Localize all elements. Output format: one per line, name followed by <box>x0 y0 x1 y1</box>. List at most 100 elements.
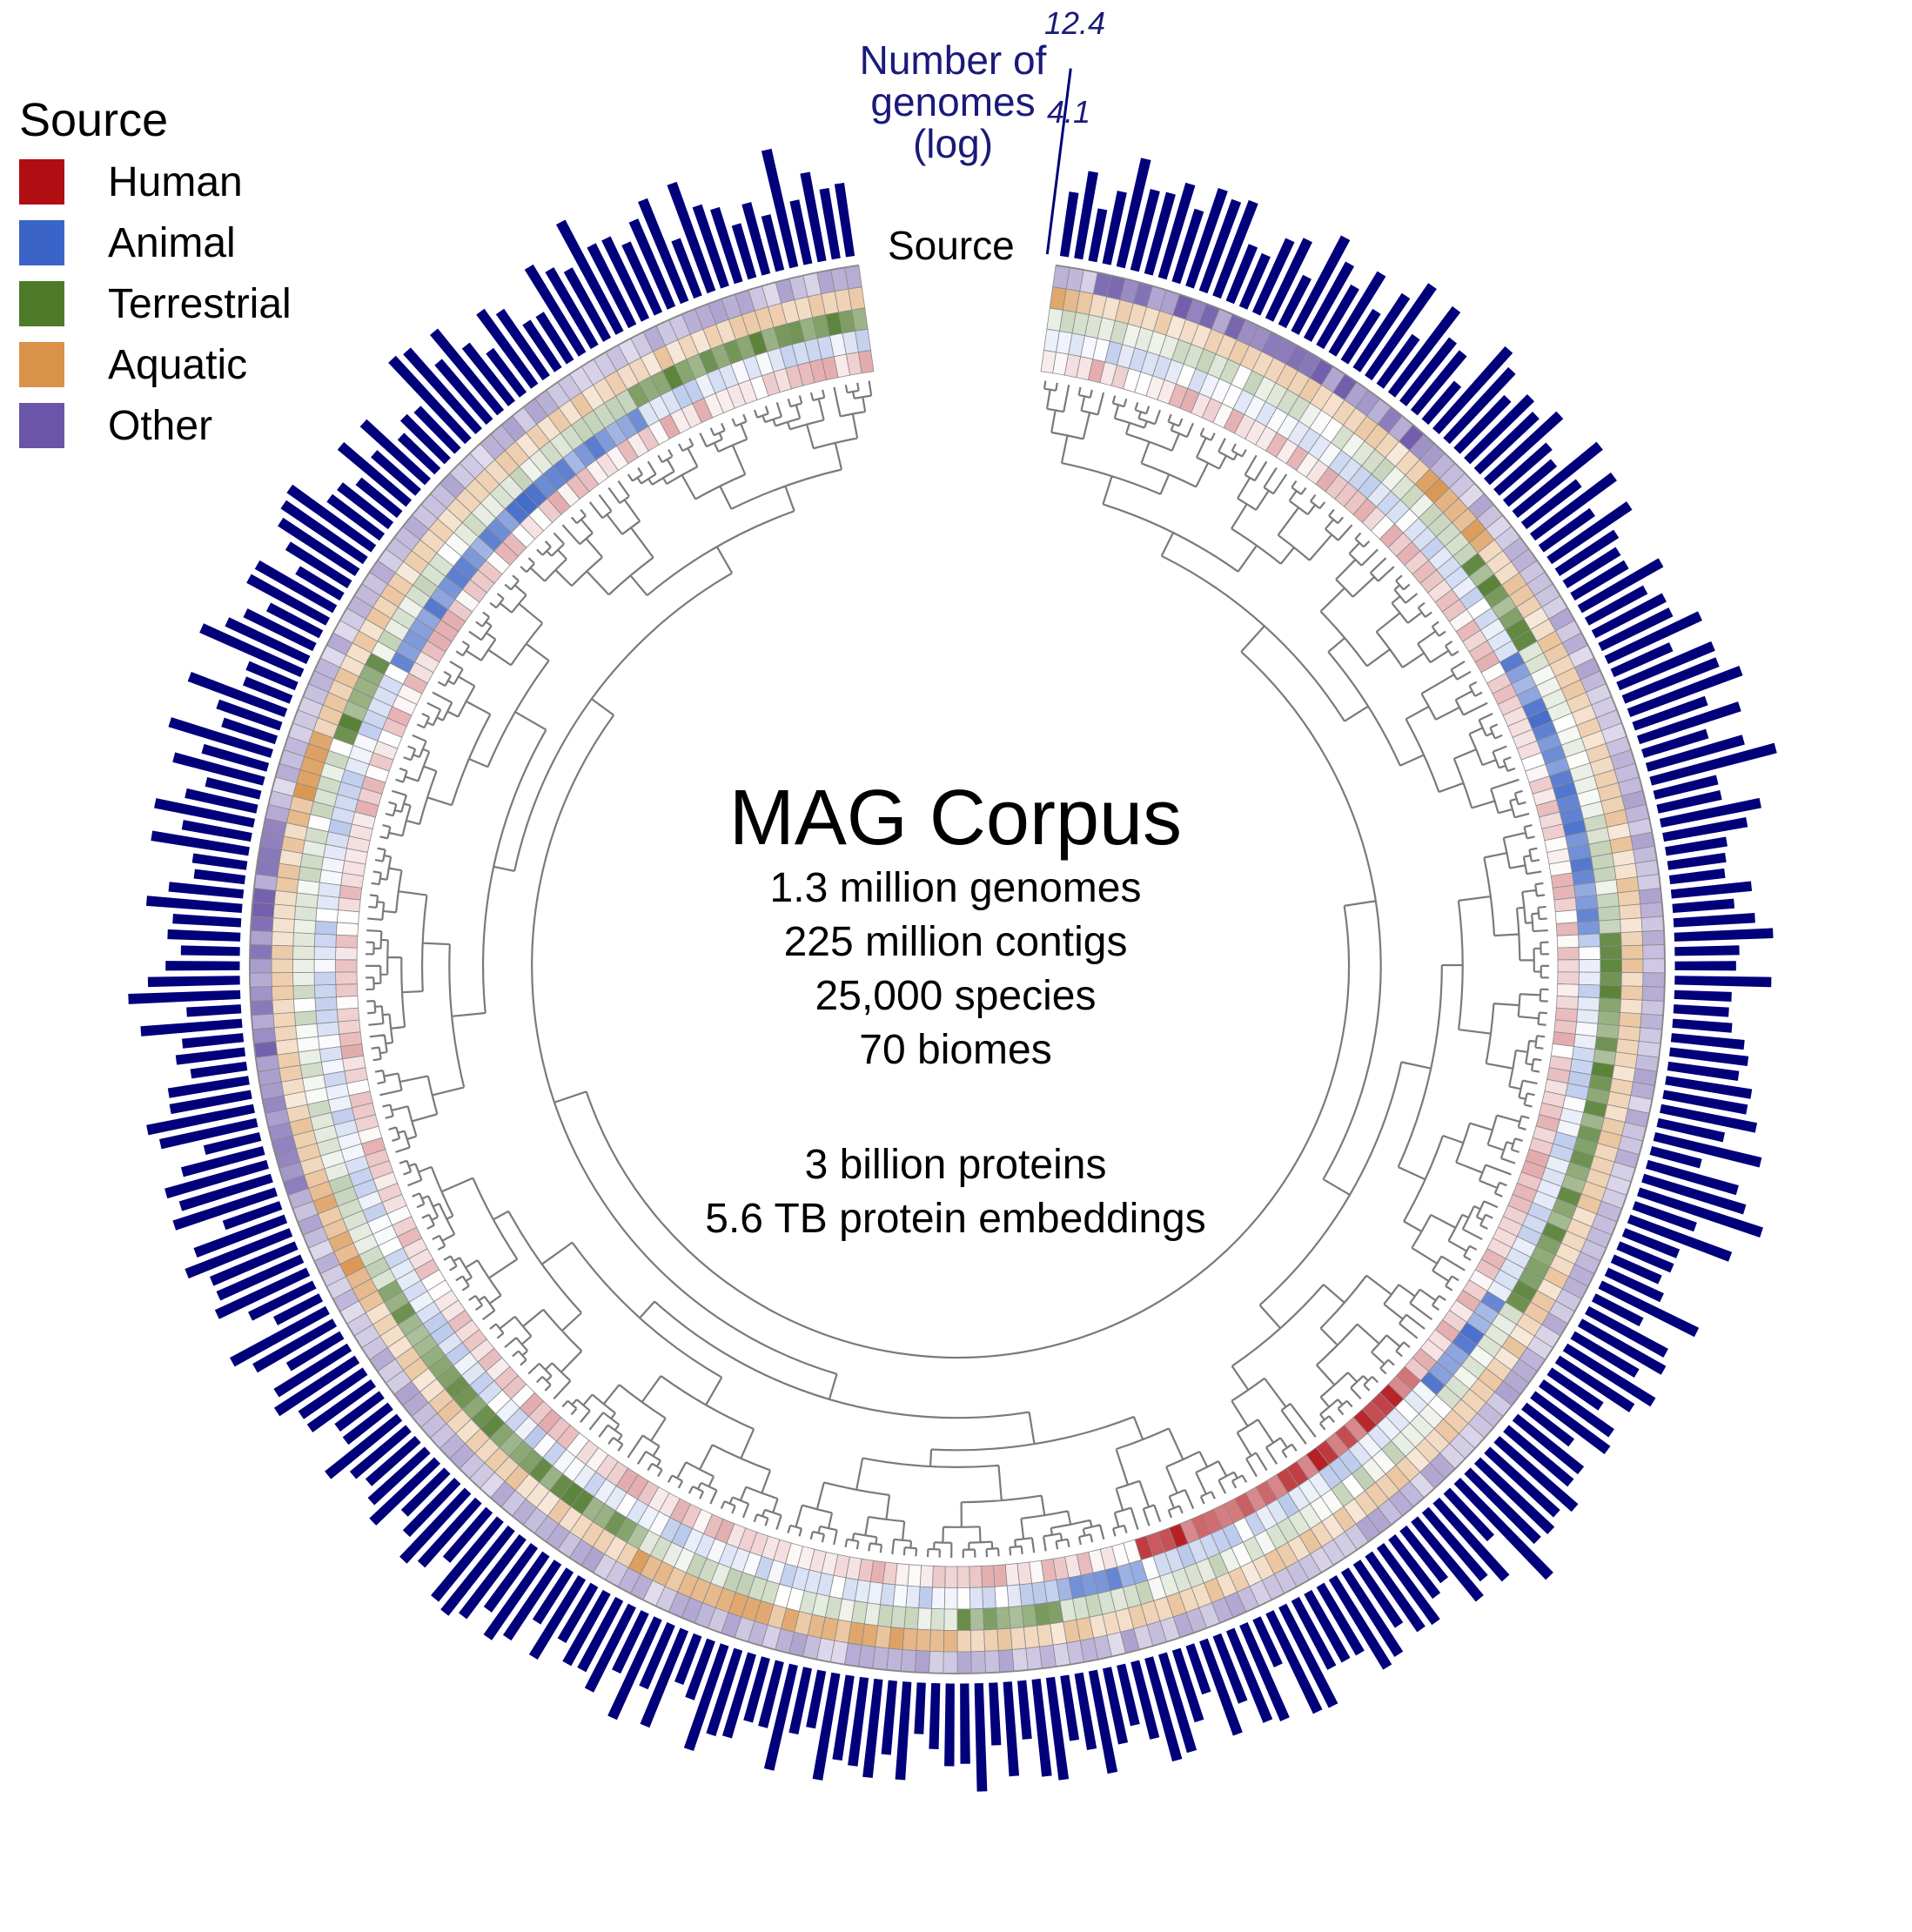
heat-cell-aquatic <box>272 903 297 920</box>
genome-bar <box>140 1018 243 1036</box>
heat-cell-animal <box>314 996 338 1011</box>
genome-bar <box>286 484 377 553</box>
genome-bar <box>800 171 827 263</box>
heat-cell-human <box>1554 1007 1579 1023</box>
stat-genomes: 1.3 million genomes <box>769 865 1142 911</box>
heat-cell-human <box>335 983 359 997</box>
genome-bar <box>285 541 352 588</box>
heat-cell-human <box>919 1565 934 1588</box>
legend-swatch-other <box>19 403 64 448</box>
genome-bar <box>1604 1267 1664 1303</box>
genome-bar <box>359 419 431 486</box>
genome-bar <box>1641 1173 1747 1215</box>
genome-bar <box>349 1425 412 1479</box>
genome-bar <box>706 1647 743 1737</box>
genome-bar <box>1399 337 1458 406</box>
genome-bar <box>929 1682 941 1749</box>
heat-cell-terrestrial <box>292 984 316 1000</box>
genome-bar <box>397 433 441 475</box>
genome-bar <box>674 1633 702 1686</box>
heat-cell-aquatic <box>956 1629 972 1653</box>
genome-bar <box>1432 345 1513 435</box>
heat-cell-human <box>1556 983 1580 997</box>
genome-bar <box>1239 1622 1290 1721</box>
genome-bar <box>788 1667 813 1735</box>
genome-bar <box>225 617 311 665</box>
genome-bar <box>1130 189 1160 272</box>
heat-cell-animal <box>969 1587 983 1610</box>
genome-bar <box>1291 235 1351 335</box>
genome-bar <box>1546 501 1633 565</box>
legend-label-terrestrial: Terrestrial <box>108 280 292 327</box>
genome-bar <box>562 1589 611 1667</box>
genome-bar <box>216 699 283 731</box>
genome-bar <box>1464 394 1535 465</box>
genome-bar <box>1512 1413 1585 1475</box>
genome-bar <box>388 355 472 445</box>
genome-bar <box>1421 1506 1488 1582</box>
genome-bar <box>1670 881 1753 899</box>
legend-label-other: Other <box>108 402 213 449</box>
heat-cell-aquatic <box>1618 903 1642 920</box>
heat-cell-aquatic <box>1620 944 1644 960</box>
genome-bar <box>1340 308 1381 365</box>
genome-bar <box>1667 852 1727 870</box>
genome-bar <box>1316 284 1359 350</box>
genome-bar <box>243 608 317 652</box>
genome-bar <box>1662 1090 1748 1115</box>
heat-cell-other <box>252 1027 277 1044</box>
genome-bar <box>1102 191 1127 265</box>
genome-bar <box>741 202 771 276</box>
genome-bar <box>812 1672 841 1781</box>
heat-cell-human <box>335 946 358 961</box>
heat-cell-other <box>900 1649 917 1673</box>
genome-bar <box>1303 261 1355 342</box>
genome-bar <box>763 1663 798 1771</box>
heat-cell-animal <box>1576 907 1600 923</box>
genome-bar <box>365 1435 421 1486</box>
genome-bar <box>1225 1627 1273 1723</box>
source-heatmap-rings <box>248 264 1666 1674</box>
heat-cell-aquatic <box>996 1627 1013 1652</box>
heat-cell-animal <box>1578 971 1601 986</box>
genome-bar <box>431 1516 504 1602</box>
genome-bar <box>1116 158 1151 269</box>
heat-cell-human <box>907 1564 922 1587</box>
genome-bar <box>1584 585 1648 626</box>
genome-bar <box>298 1367 368 1419</box>
genome-bar <box>1484 411 1564 486</box>
heat-cell-aquatic <box>943 1629 958 1653</box>
heat-cell-animal <box>1578 983 1601 999</box>
genome-bar <box>1598 1280 1700 1338</box>
genome-bar <box>1512 441 1603 519</box>
genome-bar <box>168 882 245 899</box>
genome-bar <box>881 1680 897 1755</box>
heat-cell-aquatic <box>1620 972 1644 987</box>
heat-cell-other <box>984 1650 1001 1674</box>
heat-cell-aquatic <box>271 930 294 947</box>
bar-scale-axis <box>1045 68 1072 255</box>
genome-bar <box>587 243 637 329</box>
genome-bar <box>1365 283 1437 381</box>
heat-cell-aquatic <box>275 1038 299 1056</box>
genome-bar <box>167 1076 250 1098</box>
genome-bar <box>1171 208 1204 285</box>
heat-cell-human <box>1555 922 1580 936</box>
genome-bar <box>430 328 505 416</box>
genome-bar <box>577 1596 624 1673</box>
heat-cell-human <box>335 934 359 949</box>
legend-swatch-aquatic <box>19 342 64 387</box>
heat-cell-aquatic <box>272 917 295 934</box>
genome-bar <box>1473 411 1540 475</box>
genome-bar <box>1616 641 1715 691</box>
genome-bar <box>205 777 262 800</box>
heat-cell-human <box>1556 934 1580 949</box>
genome-bar <box>1493 442 1553 496</box>
genome-bar <box>721 1652 756 1739</box>
genome-bar <box>1388 1534 1441 1600</box>
heat-cell-aquatic <box>271 972 294 987</box>
heat-cell-animal <box>905 1585 921 1609</box>
genome-bar <box>151 830 250 856</box>
stat-biomes: 70 biomes <box>859 1027 1052 1073</box>
genome-bar <box>193 869 246 885</box>
